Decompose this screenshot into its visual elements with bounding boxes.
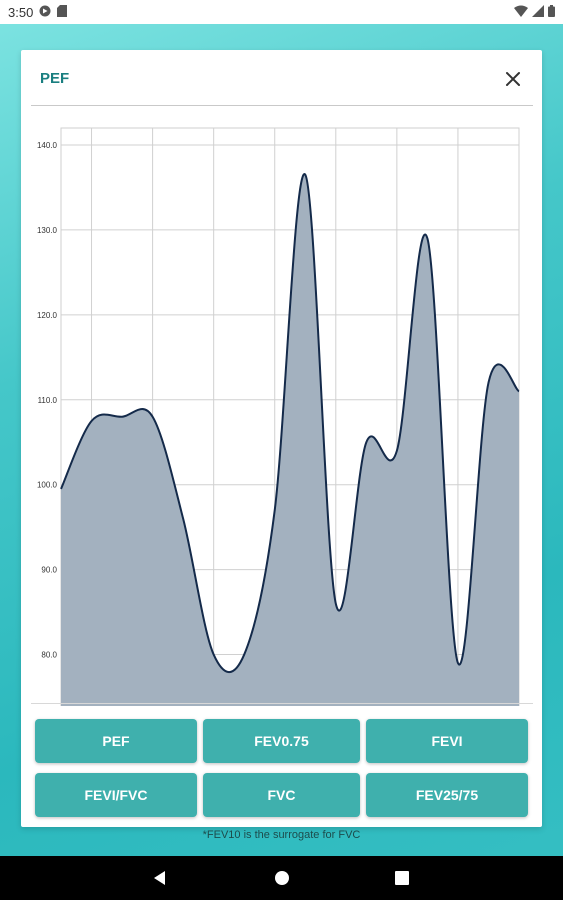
wifi-icon: [514, 5, 528, 20]
signal-icon: [532, 4, 544, 20]
series-line-pef: [60, 173, 520, 674]
fev1-fvc-button[interactable]: FEVI/FVC: [35, 773, 197, 817]
recents-button[interactable]: [392, 868, 412, 893]
home-button[interactable]: [272, 868, 292, 893]
status-right: [514, 4, 563, 20]
recents-icon: [395, 871, 409, 885]
fev2575-button[interactable]: FEV25/75: [366, 773, 528, 817]
fev1-button[interactable]: FEVI: [366, 719, 528, 763]
close-icon: [506, 72, 520, 86]
back-icon: [154, 871, 165, 885]
status-bar: 3:50: [0, 0, 563, 24]
battery-icon: [548, 4, 555, 20]
pef-button[interactable]: PEF: [35, 719, 197, 763]
dialog-header: PEF: [21, 50, 542, 106]
y-tick-label: 90.0: [41, 566, 57, 575]
pef-dialog: PEF 80.090.0100.0110.0120.0130.0140.02.0…: [21, 50, 542, 827]
footnote: *FEV10 is the surrogate for FVC: [202, 829, 361, 841]
close-button[interactable]: [502, 68, 524, 90]
pef-chart: 80.090.0100.0110.0120.0130.0140.02.04.06…: [21, 106, 542, 706]
chart-divider: [31, 703, 533, 704]
google-play-icon: [39, 5, 51, 20]
y-tick-label: 110.0: [38, 396, 58, 405]
chart-svg: 80.090.0100.0110.0120.0130.0140.02.04.06…: [37, 127, 520, 706]
y-tick-label: 80.0: [41, 651, 57, 660]
dialog-title: PEF: [40, 70, 70, 87]
fev075-button[interactable]: FEV0.75: [203, 719, 360, 763]
navigation-bar: [0, 856, 563, 900]
y-tick-label: 120.0: [37, 311, 58, 320]
header-divider: [31, 105, 533, 106]
sd-card-icon: [57, 4, 68, 20]
y-tick-label: 140.0: [37, 141, 58, 150]
series-area-pef: [61, 174, 519, 706]
home-icon: [275, 871, 289, 885]
back-button[interactable]: [150, 868, 170, 893]
status-left: 3:50: [0, 4, 68, 20]
status-time: 3:50: [8, 4, 34, 20]
y-tick-label: 130.0: [37, 226, 58, 235]
fvc-button[interactable]: FVC: [203, 773, 360, 817]
y-tick-label: 100.0: [37, 481, 58, 490]
